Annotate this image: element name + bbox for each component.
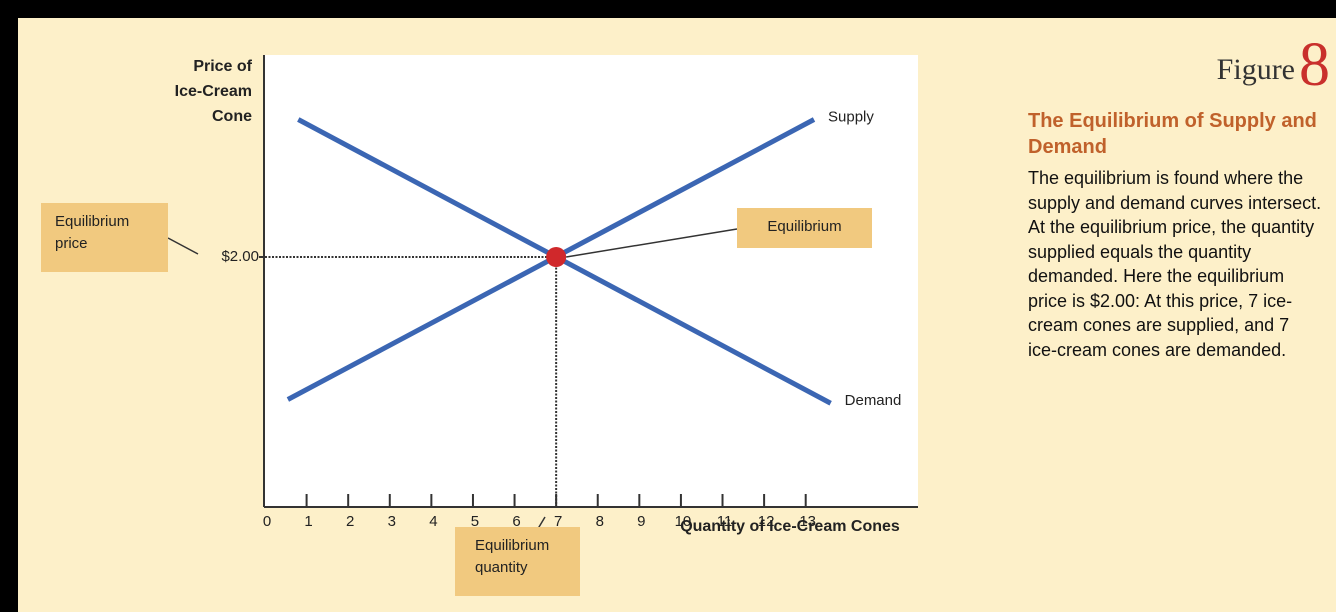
x-tick-label: 1	[304, 513, 312, 530]
annotation: Equilibrium price	[41, 203, 168, 272]
x-tick-label: 2	[346, 513, 354, 530]
figure-number: 8	[1299, 31, 1330, 99]
x-tick-label: 11	[717, 513, 733, 530]
x-tick-label: 9	[637, 513, 645, 530]
x-tick-label: 13	[799, 513, 816, 530]
x-tick-label: 0	[263, 513, 271, 530]
figure-caption: The equilibrium is found where the suppl…	[1028, 168, 1322, 360]
x-tick-label: 4	[429, 513, 437, 530]
x-tick-label: 10	[675, 513, 692, 530]
y-axis-label-line: Ice-Cream	[174, 83, 252, 100]
x-axis-label: Quantity of Ice-Cream Cones	[680, 518, 900, 535]
figure-title: The Equilibrium of Supply and Demand	[1028, 110, 1317, 158]
x-tick-label: 12	[758, 513, 775, 530]
x-tick-label: 5	[471, 513, 479, 530]
figure-word: Figure	[1216, 53, 1295, 86]
x-tick-label: 3	[388, 513, 396, 530]
leader-line	[566, 228, 738, 258]
annotation: Equilibrium quantity	[455, 527, 580, 596]
plot-area	[265, 55, 918, 507]
leader-line	[167, 237, 199, 255]
x-tick-label: 6	[512, 513, 520, 530]
curve-label: Supply	[828, 108, 874, 125]
y-axis-label-line: Cone	[212, 108, 252, 125]
equilibrium-point	[546, 247, 567, 267]
y-tick-label: $2.00	[221, 248, 259, 265]
annotation: Equilibrium	[737, 208, 872, 248]
figure-label: Figure 8	[1150, 34, 1330, 96]
y-axis-label: Price of Ice-Cream Cone	[140, 54, 252, 129]
curve-label: Demand	[845, 392, 902, 409]
y-axis-label-line: Price of	[193, 58, 252, 75]
x-tick-label: 8	[596, 513, 604, 530]
x-tick-label: 7	[554, 513, 562, 530]
